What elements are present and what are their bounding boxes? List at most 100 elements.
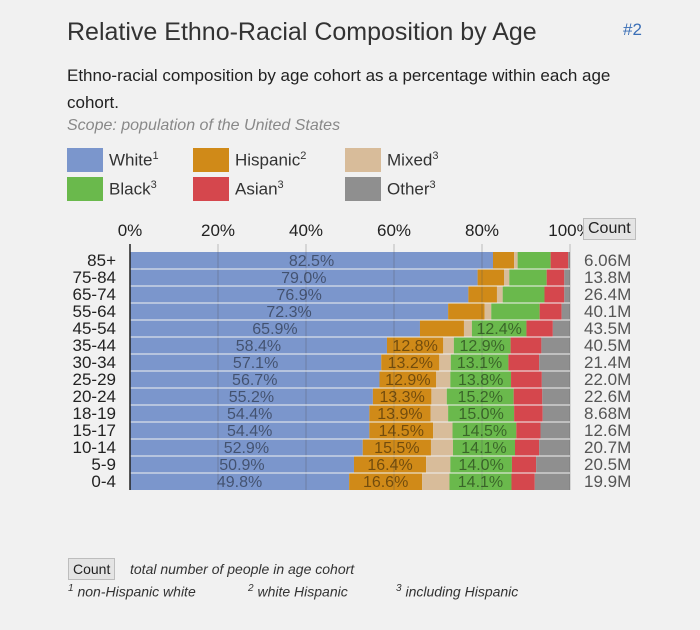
- stacked-bar-chart: 0% 20% 40% 60% 80% 100% 85+ 6.06M 75-84 13.8M 65-7…: [73, 221, 632, 491]
- data-label: 12.8%: [392, 338, 437, 355]
- y-category-label: 10-14: [73, 438, 116, 457]
- data-label: 14.5%: [379, 423, 424, 440]
- row-count: 8.68M: [584, 404, 631, 423]
- data-label: 13.8%: [458, 372, 503, 389]
- bar-segment-hispanic: [362, 439, 431, 456]
- bar-segment-hispanic: [448, 303, 485, 320]
- data-label: 13.3%: [379, 389, 424, 406]
- bar-segment-black: [450, 456, 512, 473]
- bar-segment-asian: [513, 388, 543, 405]
- data-label: 58.4%: [236, 338, 281, 355]
- bar-segment-mixed: [443, 337, 454, 354]
- y-category-label: 20-24: [73, 387, 116, 406]
- data-label: 14.0%: [458, 457, 503, 474]
- y-category-label: 55-64: [73, 302, 116, 321]
- bar-segment-mixed: [514, 252, 518, 269]
- bar-segment-white: [130, 286, 469, 303]
- bar-segment-black: [448, 405, 515, 422]
- y-category-label: 65-74: [73, 285, 116, 304]
- reference-link[interactable]: #2: [623, 20, 642, 39]
- bar-segment-asian: [511, 371, 542, 388]
- y-category-label: 0-4: [91, 472, 116, 491]
- data-label: 54.4%: [227, 423, 272, 440]
- bar-segment-other: [539, 354, 570, 371]
- bar-segment-other: [568, 252, 570, 269]
- bar-segment-black: [449, 473, 512, 490]
- bar-segment-other: [536, 456, 570, 473]
- bar-segment-black: [450, 371, 512, 388]
- bar-segment-black: [450, 354, 509, 371]
- bar-segment-hispanic: [477, 269, 504, 286]
- y-category-label: 30-34: [73, 353, 116, 372]
- bar-segment-asian: [516, 422, 541, 439]
- bar-segment-mixed: [433, 422, 453, 439]
- footnote-1: 1 non-Hispanic white: [68, 583, 196, 600]
- bar-segment-mixed: [436, 371, 451, 388]
- data-label: 15.2%: [458, 389, 503, 406]
- legend-swatch: [67, 177, 103, 201]
- chart-subtitle: Ethno-racial composition by age cohort a…: [67, 66, 611, 112]
- legend-label: Other3: [387, 179, 436, 199]
- legend-label: Mixed3: [387, 150, 439, 170]
- bar-segment-hispanic: [379, 371, 437, 388]
- data-label: 12.9%: [460, 338, 505, 355]
- bar-segment-white: [130, 388, 373, 405]
- row-count: 40.1M: [584, 302, 631, 321]
- bar-segment-black: [452, 422, 517, 439]
- data-label: 49.8%: [217, 474, 262, 491]
- bar-segment-mixed: [431, 388, 447, 405]
- count-footnote-button: Count: [68, 558, 116, 580]
- bar-segment-white: [130, 456, 354, 473]
- bar-segment-hispanic: [353, 456, 427, 473]
- data-label: 12.4%: [476, 321, 521, 338]
- data-label: 65.9%: [252, 321, 297, 338]
- row-count: 21.4M: [584, 353, 631, 372]
- data-label: 76.9%: [276, 287, 321, 304]
- bar-segment-asian: [526, 320, 553, 337]
- legend-swatch: [67, 148, 103, 172]
- bar-segment-asian: [546, 269, 565, 286]
- data-label: 50.9%: [219, 457, 264, 474]
- bar-segment-other: [561, 303, 570, 320]
- chart-title: Relative Ethno-Racial Composition by Age: [67, 18, 537, 46]
- bar-segment-asian: [550, 252, 569, 269]
- bar-segment-hispanic: [369, 422, 434, 439]
- bar-segment-mixed: [496, 286, 503, 303]
- bar-segment-mixed: [504, 269, 510, 286]
- row-count: 40.5M: [584, 336, 631, 355]
- bar-segment-mixed: [422, 473, 450, 490]
- bar-segment-hispanic: [381, 354, 440, 371]
- row-count: 12.6M: [584, 421, 631, 440]
- count-footnote: total number of people in age cohort: [130, 561, 355, 577]
- legend-swatch: [193, 177, 229, 201]
- bar-segment-other: [564, 269, 570, 286]
- bar-segment-hispanic: [468, 286, 497, 303]
- bar-segment-black: [517, 252, 551, 269]
- bar-segment-asian: [511, 456, 537, 473]
- bar-segment-mixed: [430, 405, 449, 422]
- bar-segment-black: [509, 269, 547, 286]
- data-label: 15.0%: [458, 406, 503, 423]
- legend-label: Hispanic2: [235, 150, 307, 170]
- bar-segment-other: [541, 337, 570, 354]
- data-label: 56.7%: [232, 372, 277, 389]
- bar-segment-black: [453, 337, 511, 354]
- footnote-3: 3 including Hispanic: [396, 583, 519, 600]
- data-label: 13.9%: [377, 406, 422, 423]
- bar-segment-black: [502, 286, 545, 303]
- bar-segment-hispanic: [493, 252, 515, 269]
- bar-segment-white: [130, 405, 370, 422]
- bar-segment-other: [542, 388, 570, 405]
- row-count: 19.9M: [584, 472, 631, 491]
- data-label: 14.5%: [462, 423, 507, 440]
- bar-segment-hispanic: [386, 337, 444, 354]
- count-column-header: Count: [583, 218, 636, 240]
- bar-segment-hispanic: [372, 388, 432, 405]
- row-count: 22.6M: [584, 387, 631, 406]
- legend-label: Black3: [109, 179, 157, 199]
- bar-segment-white: [130, 354, 382, 371]
- bar-segment-black: [471, 320, 527, 337]
- bar-segment-black: [446, 388, 514, 405]
- bar-segment-asian: [515, 439, 540, 456]
